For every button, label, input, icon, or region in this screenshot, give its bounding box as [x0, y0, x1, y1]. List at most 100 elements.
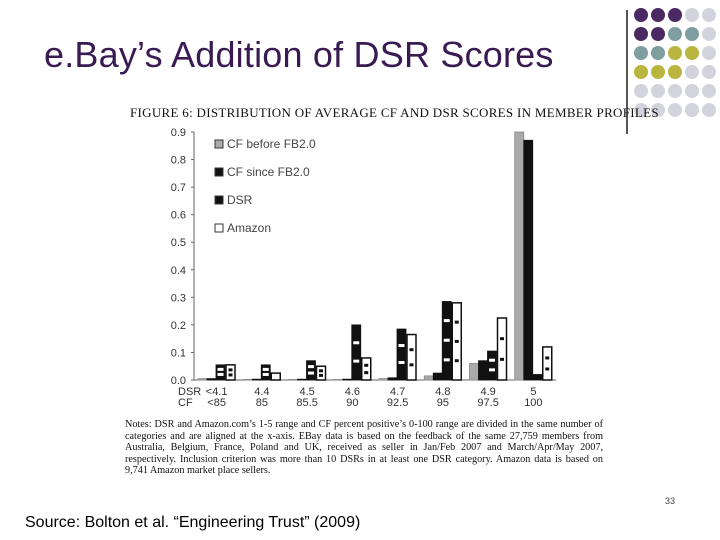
bar-pattern — [398, 344, 405, 348]
decorative-dot — [634, 84, 648, 98]
decorative-dot — [634, 65, 648, 79]
x-tick-label-dsr: 5 — [530, 386, 536, 398]
y-tick-label: 0.7 — [171, 182, 186, 194]
bar-pattern — [217, 367, 224, 371]
bar-dsr — [215, 364, 226, 381]
legend-swatch — [214, 139, 224, 149]
decorative-dot — [651, 8, 665, 22]
bar-dsr — [351, 324, 362, 381]
bar-amazon — [361, 357, 372, 381]
bar-amazon — [406, 333, 417, 381]
bar-pattern — [228, 368, 233, 372]
decorative-dot — [651, 46, 665, 60]
y-tick-label: 0.8 — [171, 155, 186, 167]
decorative-dot — [651, 84, 665, 98]
bar-pattern — [545, 356, 550, 360]
bar-pattern — [443, 319, 450, 323]
x-tick-label-cf: 97.5 — [477, 397, 498, 409]
decorative-dot — [634, 46, 648, 60]
decorative-dot — [685, 103, 699, 117]
x-tick-label-cf: 100 — [524, 397, 542, 409]
slide-title: e.Bay’s Addition of DSR Scores — [44, 34, 554, 75]
x-tick-label-cf: 92.5 — [387, 397, 408, 409]
decorative-dot — [651, 103, 665, 117]
bar-cf-since-fb2-0 — [342, 378, 353, 381]
bar-dsr — [396, 328, 407, 381]
bar-amazon — [270, 372, 281, 381]
bar-cf-before-fb2-0 — [242, 379, 253, 381]
bar-pattern — [454, 339, 459, 343]
decorative-dot — [702, 8, 716, 22]
x-row-label-cf: CF — [178, 397, 193, 409]
x-tick-label-cf: 90 — [346, 397, 358, 409]
bar-pattern — [443, 358, 450, 362]
decorative-dot — [668, 8, 682, 22]
decorative-dot — [685, 27, 699, 41]
bar-dsr — [306, 360, 316, 381]
bar-amazon — [315, 365, 327, 381]
bar-pattern — [353, 359, 360, 363]
source-citation: Source: Bolton et al. “Engineering Trust… — [25, 514, 361, 531]
decorative-dot — [651, 27, 665, 41]
x-tick-label-dsr: 4.9 — [480, 386, 495, 398]
decorative-dot — [668, 103, 682, 117]
decorative-dot — [702, 27, 716, 41]
decorative-dot — [668, 84, 682, 98]
bar-cf-before-fb2-0 — [197, 378, 208, 381]
bar-pattern — [364, 371, 369, 375]
bar-cf-since-fb2-0 — [251, 378, 262, 381]
bar-pattern — [308, 371, 314, 375]
figure-title: FIGURE 6: DISTRIBUTION OF AVERAGE CF AND… — [130, 105, 659, 120]
y-tick-label: 0.4 — [171, 265, 186, 277]
x-tick-label-cf: 95 — [437, 397, 449, 409]
decorative-dot — [668, 27, 682, 41]
legend-swatch — [214, 167, 224, 177]
bar-amazon — [542, 346, 553, 381]
bar-pattern — [217, 372, 224, 376]
bar-pattern — [454, 320, 459, 324]
bar-dsr — [532, 374, 543, 381]
page-number: 33 — [665, 496, 676, 506]
y-tick-label: 0.0 — [171, 375, 186, 387]
y-tick-label: 0.1 — [171, 347, 186, 359]
legend-swatch — [214, 195, 224, 205]
decorative-dot — [634, 27, 648, 41]
bar-cf-before-fb2-0 — [514, 131, 525, 381]
bar-pattern — [262, 367, 269, 371]
bar-cf-before-fb2-0 — [333, 379, 344, 381]
bar-pattern — [262, 372, 269, 376]
x-tick-label-dsr: 4.5 — [299, 386, 314, 398]
bar-pattern — [489, 368, 495, 372]
bar-cf-before-fb2-0 — [469, 363, 479, 381]
decorative-dot — [634, 8, 648, 22]
y-tick-label: 0.3 — [171, 292, 186, 304]
bar-amazon — [225, 364, 236, 381]
x-tick-label-dsr: 4.7 — [390, 386, 405, 398]
legend-label: CF before FB2.0 — [227, 137, 316, 151]
bar-cf-since-fb2-0 — [297, 378, 307, 381]
bar-pattern — [353, 341, 360, 345]
legend-swatch — [214, 223, 224, 233]
bar-pattern — [319, 369, 323, 373]
decorative-dot — [668, 65, 682, 79]
bar-dsr — [487, 350, 497, 381]
bar-pattern — [443, 338, 450, 342]
y-tick-label: 0.6 — [171, 210, 186, 222]
legend-label: DSR — [227, 193, 253, 207]
bar-pattern — [500, 337, 504, 341]
decorative-dot — [685, 46, 699, 60]
bar-pattern — [319, 373, 323, 377]
decorative-dot-grid — [634, 8, 720, 128]
decorative-dot — [702, 65, 716, 79]
bar-pattern — [409, 348, 414, 352]
bar-dsr — [260, 364, 271, 381]
legend-label: Amazon — [227, 221, 271, 235]
bar-pattern — [228, 373, 233, 377]
decorative-dot — [685, 84, 699, 98]
figure-notes: Notes: DSR and Amazon.com’s 1-5 range an… — [125, 419, 603, 477]
decorative-dot — [702, 103, 716, 117]
y-tick-label: 0.5 — [171, 237, 186, 249]
bar-amazon — [496, 317, 508, 381]
legend-label: CF since FB2.0 — [227, 165, 310, 179]
x-tick-label-cf: <85 — [207, 397, 226, 409]
